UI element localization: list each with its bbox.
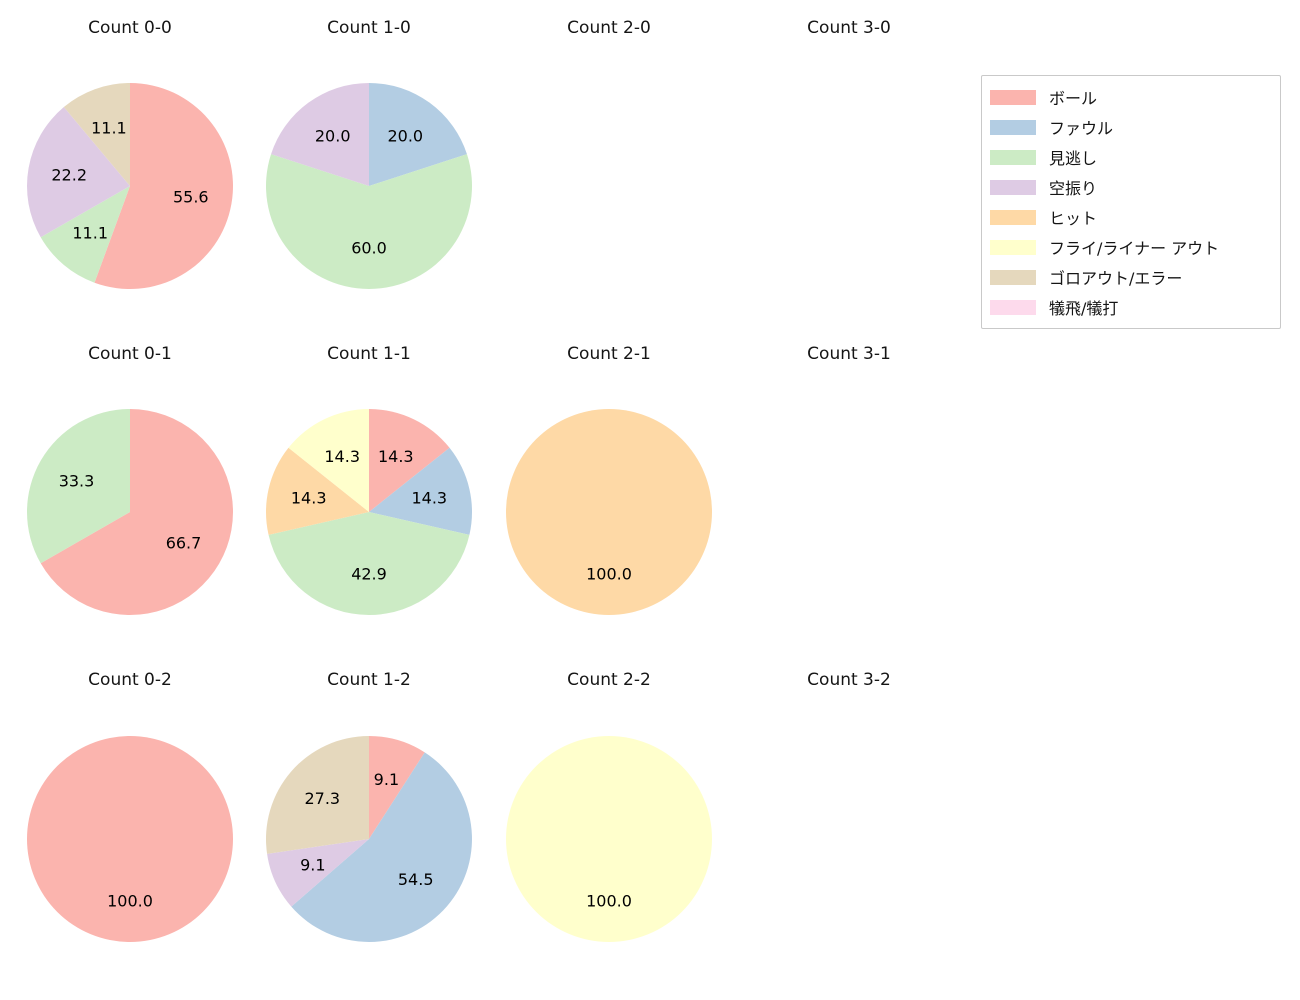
pie-slice: [63, 83, 130, 186]
pie-slice-label: 14.3: [324, 447, 360, 466]
legend-item: ゴロアウト/エラー: [990, 262, 1272, 292]
pie-slice-label: 33.3: [59, 472, 95, 491]
legend-swatch: [990, 119, 1036, 135]
legend-label: 犠飛/犠打: [1049, 299, 1119, 318]
pie-slice: [27, 409, 131, 564]
pie-chart-count-2-2: 100.0: [506, 736, 712, 942]
legend-swatch: [990, 209, 1036, 225]
pie-slice-label: 54.5: [398, 870, 434, 889]
legend-item: ヒット: [990, 202, 1272, 232]
legend-label: ヒット: [1049, 209, 1098, 228]
pie-chart-count-1-0: 20.0 60.0 20.0: [266, 83, 472, 289]
pie-chart-count-0-2: 100.0: [27, 736, 233, 942]
pie-slice-label: 60.0: [351, 238, 387, 257]
pie-slice: [291, 752, 472, 942]
chart-title-count-3-2: Count 3-2: [807, 670, 891, 690]
pie-slice-label: 14.3: [291, 489, 327, 508]
pie-slice: [369, 409, 450, 512]
pie-slice-label: 27.3: [304, 789, 340, 808]
pie-slice-label: 20.0: [387, 127, 423, 146]
pie-slice-label: 11.1: [72, 224, 108, 243]
pie-slice: [40, 186, 130, 283]
pie-slice: [40, 409, 234, 615]
legend-swatch: [990, 239, 1036, 255]
chart-title-count-0-2: Count 0-2: [88, 670, 172, 690]
legend-swatch: [990, 89, 1036, 105]
pie-slice: [27, 736, 233, 942]
legend-swatch: [990, 299, 1036, 315]
legend-item: ボール: [990, 82, 1272, 112]
pie-slice: [266, 154, 472, 289]
pie-chart-count-1-2: 9.1 54.5 9.1 27.3: [265, 736, 472, 942]
chart-title-count-1-0: Count 1-0: [327, 18, 411, 38]
pie-slice: [267, 839, 369, 907]
chart-title-count-3-1: Count 3-1: [807, 344, 891, 364]
legend-item: 空振り: [990, 172, 1272, 202]
pie-slice-label: 66.7: [166, 534, 202, 553]
legend: ボールファウル見逃し空振りヒットフライ/ライナー アウト ゴロアウト/エラー 犠飛/…: [981, 75, 1281, 329]
pie-slice: [268, 512, 470, 616]
pie-chart-count-1-1: 14.3 14.3 42.9 14.3 14.3: [265, 409, 473, 616]
legend-item: ファウル: [990, 112, 1272, 142]
pie-slice-label: 14.3: [378, 447, 414, 466]
pie-slice-label: 11.1: [91, 118, 127, 137]
legend-label: ゴロアウト/エラー: [1049, 269, 1183, 288]
pie-slice: [369, 447, 473, 535]
pie-slice-label: 42.9: [351, 564, 387, 583]
chart-title-count-2-0: Count 2-0: [567, 18, 651, 38]
chart-title-count-1-2: Count 1-2: [327, 670, 411, 690]
pie-slice-label: 9.1: [300, 855, 325, 874]
pie-slice-label: 100.0: [586, 564, 632, 583]
chart-title-count-0-0: Count 0-0: [88, 18, 172, 38]
pie-slice-label: 22.2: [51, 166, 87, 185]
pie-slice: [369, 83, 467, 186]
pie-slice: [506, 736, 712, 942]
chart-title-count-2-2: Count 2-2: [567, 670, 651, 690]
pie-slice: [369, 736, 425, 839]
pie-slice: [94, 83, 233, 289]
legend-swatch: [990, 269, 1036, 285]
pie-slice: [265, 736, 369, 854]
pie-slice-label: 100.0: [586, 891, 632, 910]
legend-item: フライ/ライナー アウト: [990, 232, 1272, 262]
legend-label: 空振り: [1049, 179, 1098, 198]
pie-slice: [271, 83, 369, 186]
pie-slice-label: 9.1: [374, 770, 399, 789]
legend-label: フライ/ライナー アウト: [1049, 239, 1220, 258]
pie-slice-label: 100.0: [107, 891, 153, 910]
chart-title-count-0-1: Count 0-1: [88, 344, 172, 364]
chart-title-count-2-1: Count 2-1: [567, 344, 651, 364]
chart-title-count-3-0: Count 3-0: [807, 18, 891, 38]
legend-swatch: [990, 149, 1036, 165]
legend-item: 見逃し: [990, 142, 1272, 172]
chart-title-count-1-1: Count 1-1: [327, 344, 411, 364]
pie-slice-label: 20.0: [315, 127, 351, 146]
legend-label: ボール: [1049, 89, 1098, 108]
pie-slice: [27, 107, 131, 238]
pie-slice: [506, 409, 712, 615]
pie-slice-label: 55.6: [173, 187, 209, 206]
legend-label: ファウル: [1049, 119, 1114, 138]
pie-slice-label: 14.3: [411, 489, 447, 508]
pie-chart-count-0-1: 66.7 33.3: [27, 409, 234, 615]
pie-slice: [265, 447, 369, 535]
legend-swatch: [990, 179, 1036, 195]
legend-item: 犠飛/犠打: [990, 292, 1272, 322]
pie-chart-count-2-1: 100.0: [506, 409, 712, 615]
pie-slice: [288, 409, 369, 512]
pie-chart-count-0-0: 55.6 11.1 22.2 11.1: [27, 83, 233, 289]
legend-label: 見逃し: [1049, 149, 1098, 168]
